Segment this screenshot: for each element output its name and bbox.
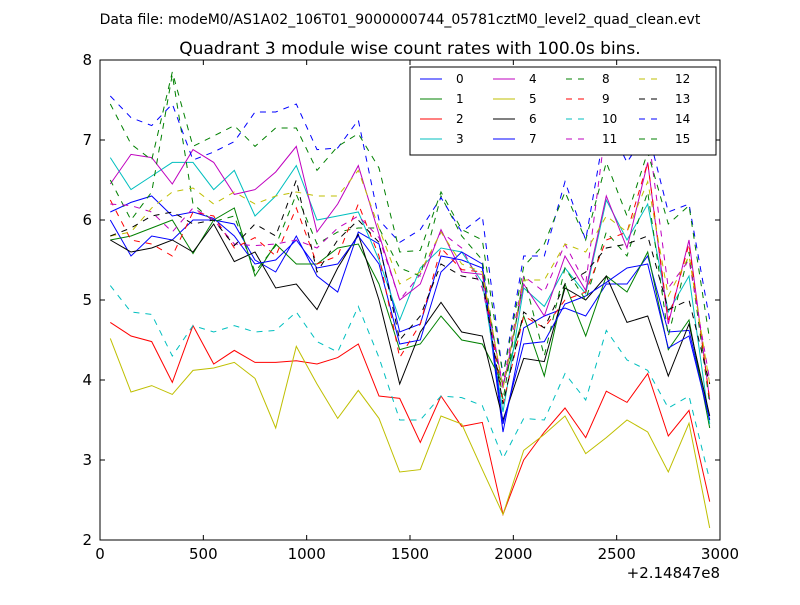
chart-title: Quadrant 3 module wise count rates with … bbox=[179, 39, 640, 59]
x-tick-label: 1500 bbox=[391, 545, 429, 563]
series-line-7 bbox=[110, 195, 711, 425]
series-line-9 bbox=[109, 162, 711, 405]
legend-box bbox=[409, 66, 717, 156]
legend-label-10: 10 bbox=[602, 112, 617, 126]
legend-label-12: 12 bbox=[675, 72, 690, 86]
y-tick-label: 8 bbox=[82, 51, 92, 69]
x-tick-label: 2500 bbox=[598, 545, 636, 563]
series-line-8 bbox=[109, 74, 711, 405]
legend-label-14: 14 bbox=[675, 112, 690, 126]
series-line-4 bbox=[109, 145, 711, 401]
series-line-11 bbox=[110, 121, 711, 385]
series-line-2 bbox=[110, 321, 711, 517]
series-line-15 bbox=[109, 71, 711, 377]
legend-label-1: 1 bbox=[456, 92, 464, 106]
series-line-1 bbox=[110, 207, 711, 429]
y-tick-label: 4 bbox=[82, 371, 92, 389]
legend-label-2: 2 bbox=[456, 112, 464, 126]
y-tick-label: 5 bbox=[82, 291, 92, 309]
y-tick-label: 7 bbox=[82, 131, 92, 149]
legend-label-3: 3 bbox=[456, 132, 464, 146]
chart-suptitle: Data file: modeM0/AS1A02_106T01_90000007… bbox=[100, 12, 701, 28]
plot-series bbox=[109, 71, 711, 529]
x-tick-label: 2000 bbox=[494, 545, 532, 563]
y-tick-label: 2 bbox=[82, 531, 92, 549]
series-line-3 bbox=[109, 157, 711, 425]
legend-label-9: 9 bbox=[602, 92, 610, 106]
legend-label-8: 8 bbox=[602, 72, 610, 86]
legend-label-5: 5 bbox=[529, 92, 537, 106]
legend-label-0: 0 bbox=[456, 72, 464, 86]
legend-label-4: 4 bbox=[529, 72, 537, 86]
series-line-0 bbox=[109, 219, 711, 433]
series-line-5 bbox=[109, 338, 711, 529]
legend-label-13: 13 bbox=[675, 92, 690, 106]
x-tick-label: 3000 bbox=[701, 545, 739, 563]
legend-label-7: 7 bbox=[529, 132, 537, 146]
series-line-12 bbox=[110, 169, 711, 389]
y-tick-label: 3 bbox=[82, 451, 92, 469]
x-tick-label: 0 bbox=[95, 545, 105, 563]
y-tick-label: 6 bbox=[82, 211, 92, 229]
series-line-13 bbox=[110, 178, 711, 405]
series-line-10 bbox=[109, 285, 711, 481]
x-tick-label: 500 bbox=[189, 545, 218, 563]
series-line-6 bbox=[110, 223, 711, 422]
legend-label-6: 6 bbox=[529, 112, 537, 126]
legend-label-11: 11 bbox=[602, 132, 617, 146]
x-offset-label: +2.14847e8 bbox=[627, 564, 720, 582]
legend-label-15: 15 bbox=[675, 132, 690, 146]
x-tick-label: 1000 bbox=[288, 545, 326, 563]
axis-ticks: 0 500 1000 1500 2000 2500 3000 2 3 4 5 6 7 8 bbox=[82, 51, 739, 563]
